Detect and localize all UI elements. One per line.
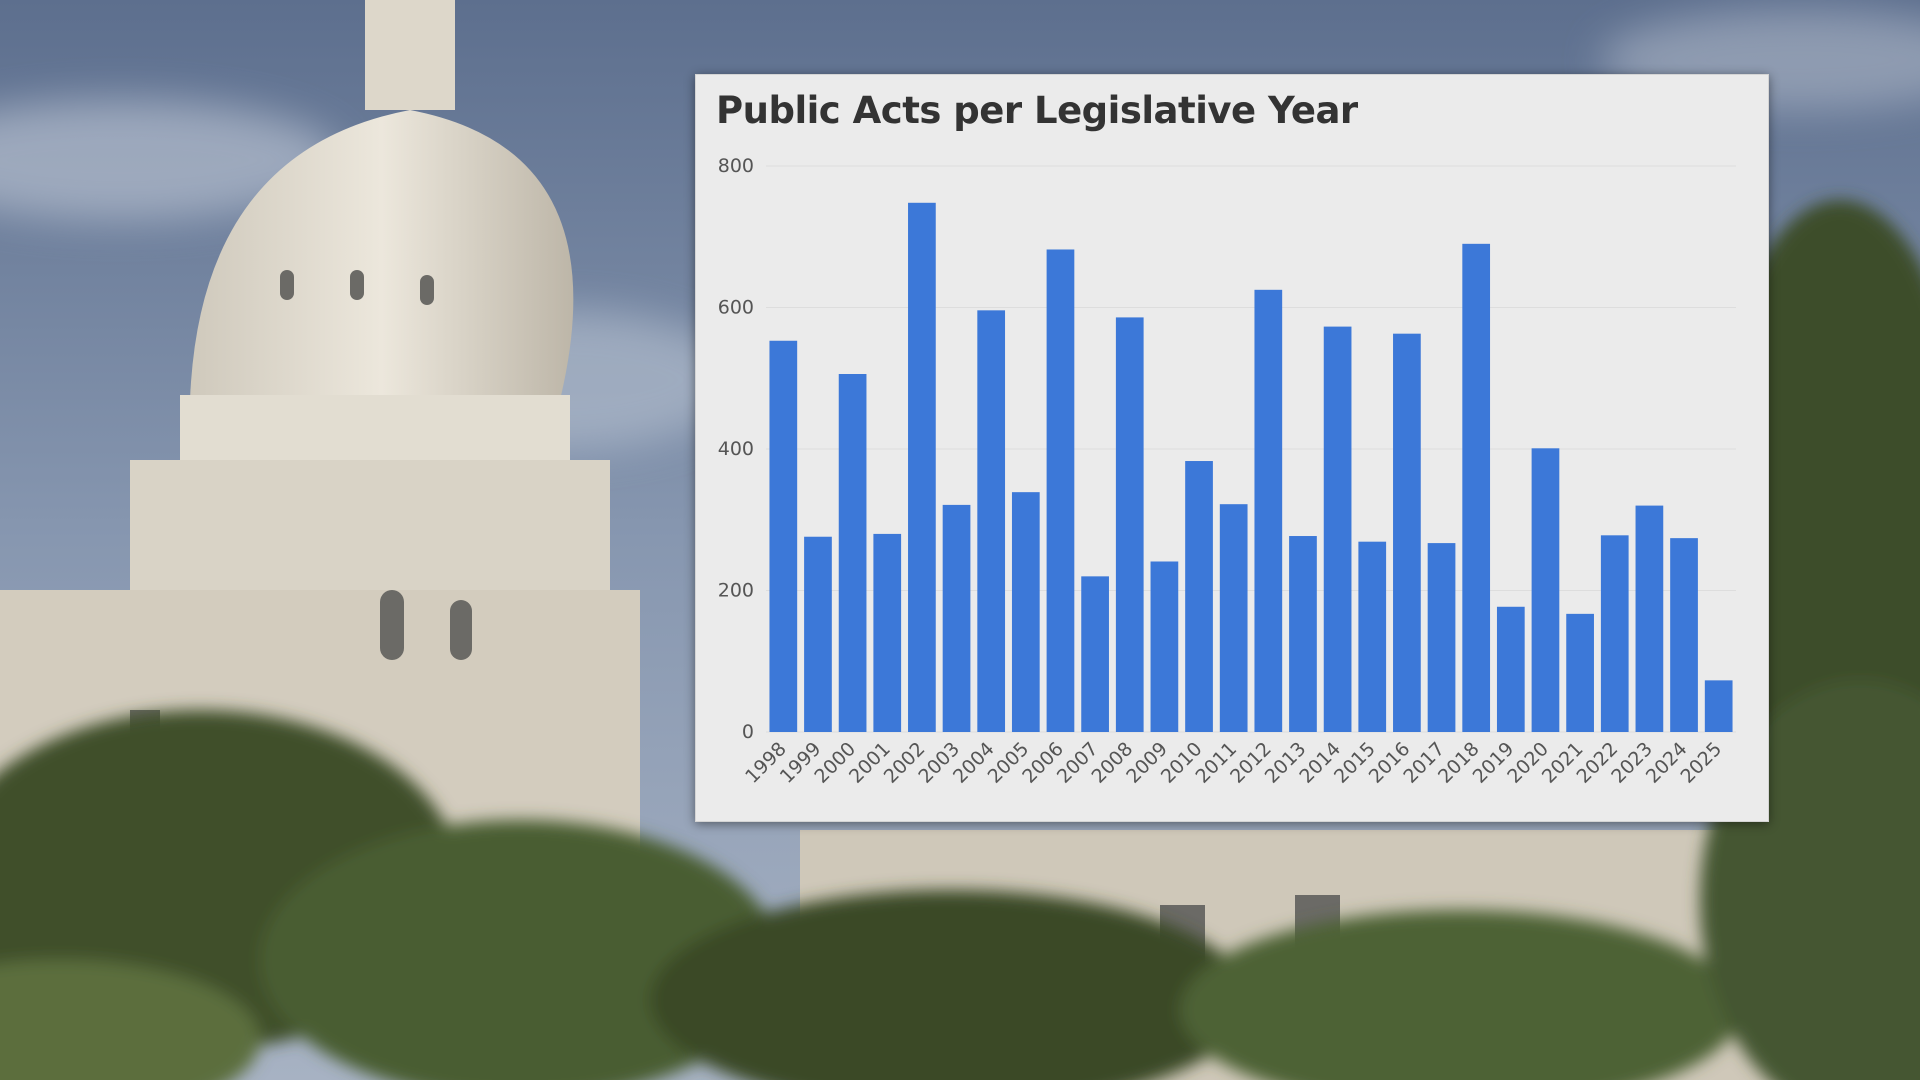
x-tick-label: 2025 [1676, 738, 1726, 788]
bar-2003 [942, 504, 971, 732]
foliage-foreground [0, 200, 1920, 1080]
bar-1998 [769, 340, 798, 732]
bar-2009 [1150, 561, 1179, 732]
y-tick-label: 400 [718, 438, 754, 460]
bar-chart: 0200400600800199819992000200120022003200… [718, 155, 1736, 788]
bar-2016 [1393, 333, 1421, 732]
bar-2004 [977, 310, 1006, 732]
bar-2023 [1635, 505, 1664, 732]
bar-2017 [1427, 543, 1456, 732]
chart-title: Public Acts per Legislative Year [716, 89, 1358, 132]
bar-2018 [1462, 243, 1491, 732]
bar-2007 [1081, 576, 1109, 732]
bar-2025 [1704, 680, 1733, 732]
bar-2014 [1323, 326, 1352, 732]
bar-2006 [1046, 249, 1075, 733]
y-tick-label: 0 [742, 721, 754, 743]
bar-2012 [1254, 289, 1283, 732]
bar-2024 [1670, 538, 1698, 732]
bar-2001 [873, 533, 902, 732]
y-tick-label: 600 [718, 297, 754, 319]
bar-2021 [1566, 613, 1594, 732]
bar-2020 [1531, 448, 1560, 732]
bar-2008 [1115, 317, 1144, 732]
bar-2011 [1219, 504, 1248, 732]
chart-card: Public Acts per Legislative Year 0 200 400… [695, 74, 1769, 822]
y-tick-label: 200 [718, 580, 754, 602]
bar-2000 [838, 374, 867, 732]
bar-2010 [1185, 461, 1213, 732]
bar-1999 [804, 536, 832, 732]
bar-2002 [908, 202, 936, 732]
bar-2022 [1600, 535, 1629, 732]
bar-2019 [1496, 606, 1525, 732]
bar-2013 [1289, 536, 1317, 732]
y-tick-label: 800 [718, 155, 754, 177]
bar-2005 [1011, 492, 1040, 732]
bar-2015 [1358, 541, 1387, 732]
